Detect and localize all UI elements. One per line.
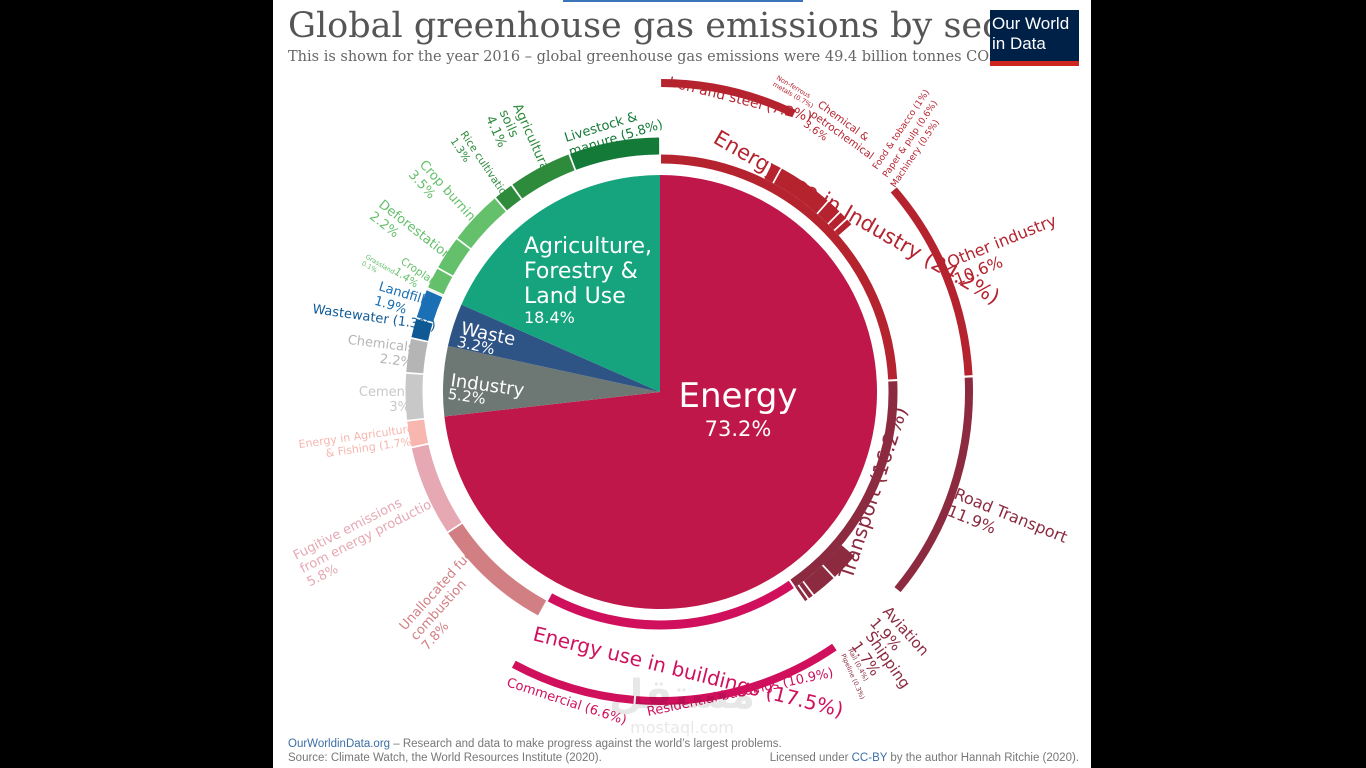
group-arc-energy-use-in-buildings-17-5 [547, 580, 794, 630]
outer-label-fugitive-emissions-from-energy-production-5-8: Fugitive emissionsfrom energy production… [291, 480, 448, 590]
outer-label-chemical-petrochemical-3-6: Chemical &petrochemical3.6% [801, 99, 883, 172]
owid-logo[interactable]: Our World in Data [990, 10, 1079, 66]
outer-arc-iron-and-steel-7-2 [661, 79, 796, 118]
outer-arc-paper-pulp-0-6 [828, 212, 847, 230]
outer-label-cement-3: Cement 3% [359, 385, 410, 415]
logo-line1: Our World [992, 14, 1070, 33]
outer-arc-fugitive-emissions-from-energy-production-5-8 [411, 444, 462, 532]
outer-label-grassland-0-1: Grassland0.1% [360, 253, 396, 283]
pie-label-energy: Energy [678, 376, 797, 416]
outer-arc-residential-buildings-10-9 [635, 643, 837, 705]
outer-arc-chemical-petrochemical-3-6 [773, 168, 828, 214]
footer-license: Licensed under CC-BY by the author Hanna… [770, 752, 1079, 764]
pie-value-agriculture-forestry-land-use: 18.4% [524, 308, 575, 327]
outer-arc-commercial-6-6 [511, 660, 635, 704]
outer-arc-non-ferrous-metals-0-7 [764, 163, 781, 183]
outer-arc-cement-3 [405, 373, 424, 420]
logo-line2: in Data [992, 34, 1046, 53]
outer-arc-energy-in-agriculture-fishing-1-7 [407, 419, 429, 447]
outer-label-energy-in-agriculture-fishing-1-7: Energy in Agriculture& Fishing (1.7%) [298, 422, 417, 464]
outer-arc-crop-burning-3-5 [457, 198, 506, 249]
outer-arc-aviation-1-9 [823, 545, 855, 577]
outer-arc-road-transport-11-9 [894, 377, 973, 593]
outer-arc-shipping-1-7 [803, 565, 834, 595]
outer-arc-landfills-1-9 [416, 290, 443, 323]
outer-arc-rail-0-4 [799, 581, 813, 599]
footer-site-link[interactable]: OurWorldinData.org [288, 738, 391, 750]
group-arc-energy-use-in-industry-24-2 [660, 154, 898, 380]
pie-slice-agriculture-forestry-land-use [461, 175, 660, 392]
license-link[interactable]: CC-BY [851, 752, 888, 764]
pie-value-energy: 73.2% [705, 417, 772, 441]
license-prefix: Licensed under [769, 752, 852, 764]
outer-label-road-transport-11-9: Road Transport11.9% [945, 484, 1071, 564]
outer-label-other-industry-10-6: Other industry10.6% [944, 211, 1066, 289]
footer-tagline-text: – Research and data to make progress aga… [390, 738, 782, 750]
footer-source: Source: Climate Watch, the World Resourc… [288, 752, 602, 764]
outer-arc-chemicals-2-2 [406, 338, 428, 374]
outer-arc-unallocated-fuel-combustion-7-8 [448, 523, 547, 616]
outer-arc-food-tobacco-1 [817, 201, 840, 224]
outer-label-chemicals-2-2: Chemicals2.2% [345, 333, 415, 371]
group-arc-transport-16-2 [790, 381, 898, 587]
pie-value-industry: 5.2% [447, 385, 487, 408]
outer-arc-agricultural-soils-4-1 [512, 154, 575, 199]
outer-arc-pipeline-0-3 [795, 585, 808, 602]
pie-slice-energy [444, 175, 878, 609]
outer-arc-machinery-0-5 [834, 219, 852, 236]
pie-label-agriculture-forestry-land-use: Agriculture, Forestry & Land Use [524, 234, 652, 309]
outer-arc-rice-cultivation-1-3 [496, 185, 521, 211]
outer-arc-wastewater-1-3 [411, 318, 433, 341]
license-suffix: by the author Hannah Ritchie (2020). [887, 752, 1079, 764]
pie-slice-waste [447, 304, 660, 392]
outer-arc-livestock-manure-5-8 [570, 137, 660, 170]
watermark-text: mostaql.com [630, 718, 734, 737]
watermark-mark: مستقل [608, 672, 756, 718]
outer-arc-other-industry-10-6 [890, 187, 973, 376]
top-accent-bar [563, 0, 803, 2]
chart-title: Global greenhouse gas emissions by secto… [288, 6, 1054, 46]
watermark: مستقل mostaql.com [596, 672, 768, 748]
outer-arc-deforestation-2-2 [438, 239, 471, 276]
pie-slice-industry [443, 345, 660, 417]
outer-arc-cropland-1-4 [428, 268, 453, 295]
footer-tagline: OurWorldinData.org – Research and data t… [288, 738, 782, 750]
